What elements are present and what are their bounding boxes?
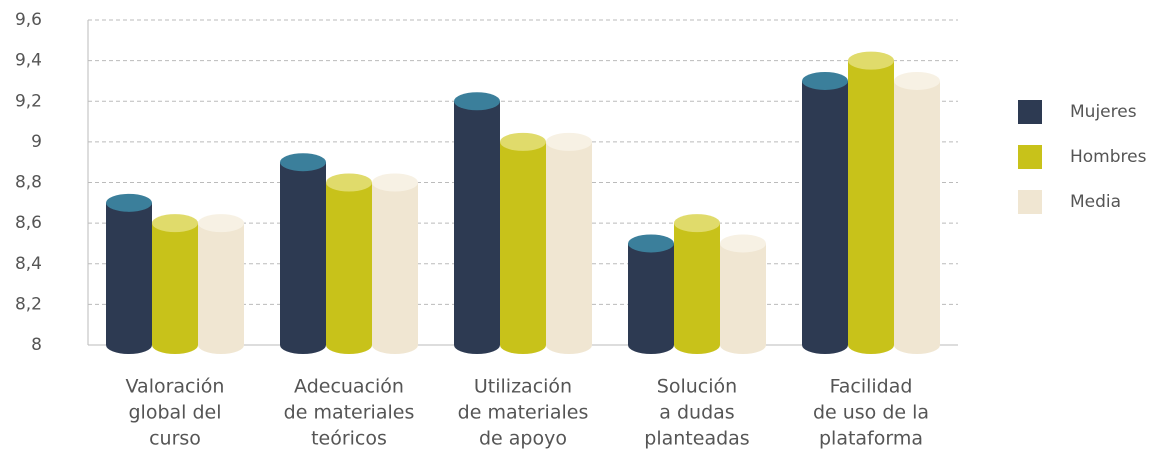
bar-cap xyxy=(500,132,546,151)
bar xyxy=(628,243,674,345)
bar-cap xyxy=(802,71,848,90)
x-tick-label: Facilidad xyxy=(830,376,913,398)
bar-cap xyxy=(848,51,894,70)
bar xyxy=(152,223,198,345)
bar-cap xyxy=(198,214,244,233)
x-tick-label: de apoyo xyxy=(479,428,567,450)
legend-label: Hombres xyxy=(1070,147,1147,167)
y-tick-label: 8,4 xyxy=(15,254,42,274)
legend-label: Mujeres xyxy=(1070,102,1137,122)
legend-label: Media xyxy=(1070,192,1121,212)
x-tick-label: planteadas xyxy=(644,428,749,450)
y-tick-label: 9,6 xyxy=(15,10,42,30)
x-tick-label: Utilización xyxy=(474,376,572,398)
x-tick-label: Valoración xyxy=(126,376,225,398)
bar-cap xyxy=(894,71,940,90)
legend-swatch xyxy=(1018,100,1042,124)
y-tick-label: 9,2 xyxy=(15,91,42,111)
bar xyxy=(500,141,546,345)
bar xyxy=(802,80,848,345)
bar-cap xyxy=(152,214,198,233)
x-tick-label: de uso de la xyxy=(813,402,929,424)
x-tick-label: Solución xyxy=(657,376,737,398)
x-tick-label: Adecuación xyxy=(294,376,404,398)
x-tick-label: de materiales xyxy=(284,402,415,424)
x-tick-label: a dudas xyxy=(659,402,734,424)
x-tick-label: plataforma xyxy=(819,428,923,450)
bar-cap xyxy=(454,92,500,111)
bar xyxy=(720,243,766,345)
bar xyxy=(546,141,592,345)
y-tick-label: 9,4 xyxy=(15,51,42,71)
bar xyxy=(674,223,720,345)
y-tick-label: 8 xyxy=(31,335,42,355)
bar xyxy=(106,202,152,345)
bar-cap xyxy=(106,193,152,212)
legend-swatch xyxy=(1018,190,1042,214)
y-tick-label: 8,8 xyxy=(15,173,42,193)
bar xyxy=(372,182,418,345)
bar-cap xyxy=(674,214,720,233)
x-tick-label: teóricos xyxy=(311,428,387,450)
bar-cap xyxy=(372,173,418,192)
bar-cap xyxy=(628,234,674,253)
bar-cap xyxy=(720,234,766,253)
legend-swatch xyxy=(1018,145,1042,169)
bar-cap xyxy=(546,132,592,151)
y-tick-label: 9 xyxy=(31,132,42,152)
x-tick-label: curso xyxy=(149,428,201,450)
x-tick-label: global del xyxy=(128,402,221,424)
bar xyxy=(326,182,372,345)
bar xyxy=(280,162,326,345)
bar xyxy=(198,223,244,345)
bar xyxy=(848,60,894,345)
bar-cap xyxy=(326,173,372,192)
x-tick-label: de materiales xyxy=(458,402,589,424)
y-tick-label: 8,2 xyxy=(15,294,42,314)
bar-cap xyxy=(280,153,326,172)
bar xyxy=(454,101,500,345)
bar xyxy=(894,80,940,345)
y-tick-label: 8,6 xyxy=(15,213,42,233)
